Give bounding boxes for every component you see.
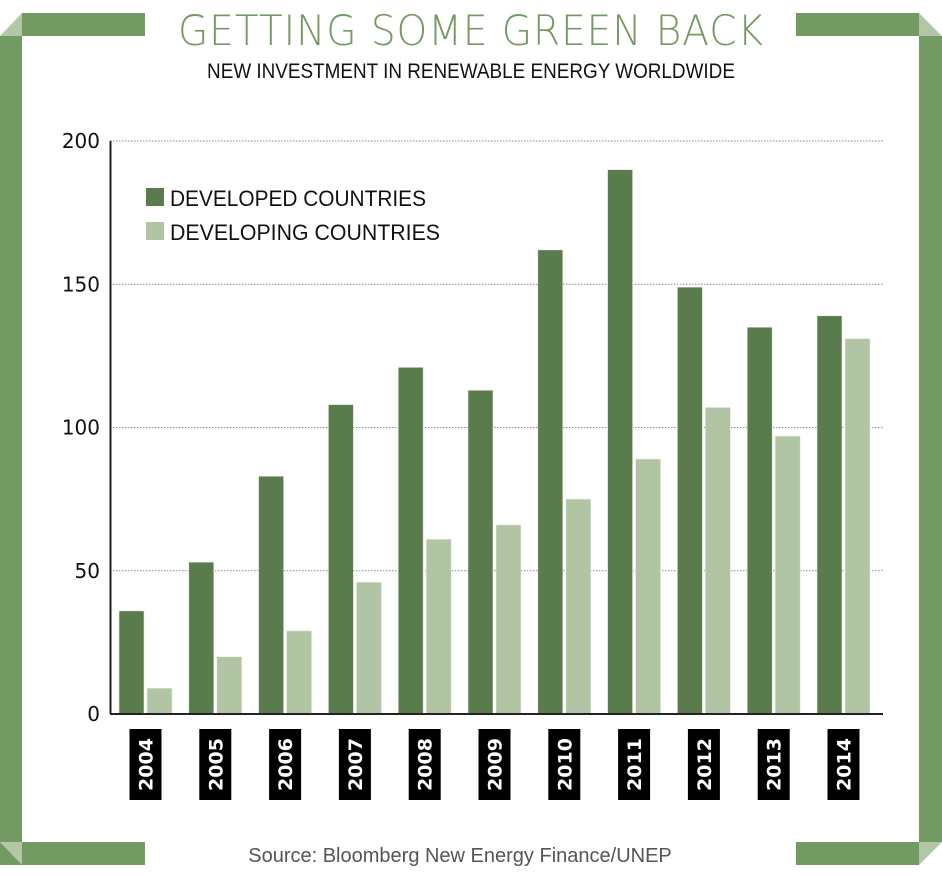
- x-label-2014: 2014: [828, 729, 860, 800]
- x-label-2004: 2004: [130, 729, 162, 800]
- bar-developed-2009: [468, 390, 493, 714]
- bar-developed-2008: [398, 367, 423, 714]
- bar-developing-2007: [356, 582, 381, 714]
- bar-chart: 0 50 100 150 200 2004 2005 2006 2007 2008 2009 201…: [0, 0, 942, 876]
- bar-developing-2010: [566, 499, 591, 714]
- bar-developing-2008: [426, 539, 451, 714]
- x-tick-label: 2010: [554, 738, 576, 791]
- x-tick-label: 2008: [415, 738, 437, 791]
- x-label-2011: 2011: [618, 729, 650, 800]
- x-label-2006: 2006: [269, 729, 301, 800]
- x-tick-label: 2006: [275, 738, 297, 791]
- x-label-2008: 2008: [409, 729, 441, 800]
- y-tick-label: 150: [62, 272, 100, 296]
- bar-developed-2005: [189, 562, 214, 714]
- bar-developed-2007: [328, 405, 353, 714]
- x-tick-label: 2007: [345, 738, 367, 791]
- x-label-2010: 2010: [548, 729, 580, 800]
- bar-developing-2014: [845, 339, 870, 714]
- bar-developed-2011: [608, 170, 633, 714]
- x-tick-label: 2009: [485, 738, 507, 791]
- x-tick-label: 2005: [205, 738, 227, 791]
- bar-developing-2005: [217, 657, 242, 714]
- x-tick-label: 2012: [694, 738, 716, 791]
- legend-label-developing: DEVELOPING COUNTRIES: [170, 220, 440, 245]
- legend: DEVELOPED COUNTRIES DEVELOPING COUNTRIES: [146, 186, 440, 245]
- bar-developing-2009: [496, 525, 521, 714]
- x-label-2007: 2007: [339, 729, 371, 800]
- y-axis-ticks: 0 50 100 150 200: [62, 129, 100, 726]
- x-tick-label: 2011: [624, 738, 646, 791]
- legend-swatch-developed: [146, 188, 164, 206]
- bar-developing-2006: [287, 631, 312, 714]
- y-tick-label: 50: [75, 559, 100, 583]
- legend-swatch-developing: [146, 222, 164, 240]
- x-label-2005: 2005: [199, 729, 231, 800]
- x-axis-labels: 2004 2005 2006 2007 2008 2009 2010 2011 2012 2013…: [130, 729, 860, 800]
- legend-label-developed: DEVELOPED COUNTRIES: [170, 186, 426, 211]
- y-tick-label: 0: [87, 702, 100, 726]
- bar-developed-2012: [677, 287, 702, 714]
- bar-developed-2010: [538, 250, 563, 714]
- bar-developed-2014: [817, 316, 842, 714]
- y-tick-label: 100: [62, 416, 100, 440]
- bar-developing-2004: [147, 688, 172, 714]
- bar-developed-2006: [259, 476, 284, 714]
- bar-developed-2013: [747, 327, 772, 714]
- x-tick-label: 2004: [136, 738, 158, 791]
- x-label-2012: 2012: [688, 729, 720, 800]
- x-label-2013: 2013: [758, 729, 790, 800]
- bars: [119, 170, 870, 714]
- x-tick-label: 2013: [764, 738, 786, 791]
- x-tick-label: 2014: [834, 738, 856, 791]
- bar-developing-2013: [775, 436, 800, 714]
- x-label-2009: 2009: [479, 729, 511, 800]
- bar-developed-2004: [119, 611, 144, 714]
- bar-developing-2012: [705, 407, 730, 714]
- source-note: Source: Bloomberg New Energy Finance/UNE…: [180, 845, 740, 868]
- y-tick-label: 200: [62, 129, 100, 153]
- bar-developing-2011: [636, 459, 661, 714]
